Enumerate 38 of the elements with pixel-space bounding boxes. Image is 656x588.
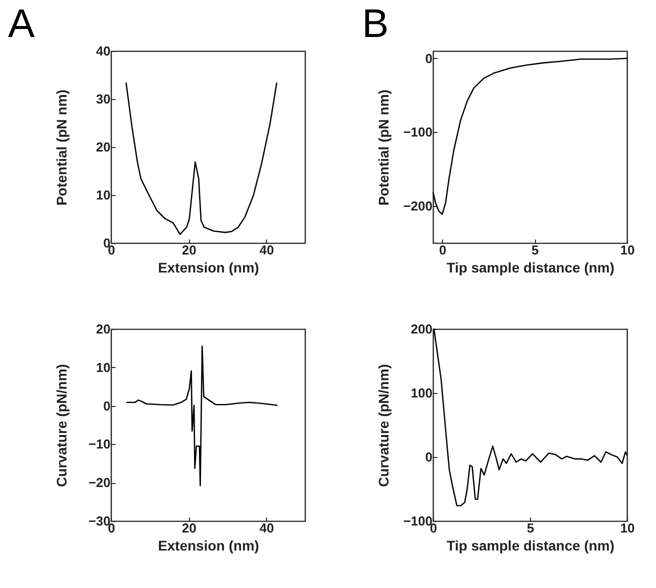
- y-tick-label: −100: [403, 124, 432, 140]
- x-tick-label: 20: [182, 242, 196, 258]
- y-tick-label: 10: [96, 360, 110, 375]
- y-tick-label: 100: [410, 386, 432, 400]
- y-tick-label: 200: [410, 322, 432, 336]
- y-tick-label: 20: [96, 322, 110, 336]
- line-series: [125, 82, 278, 236]
- y-tick-label: 40: [96, 44, 110, 58]
- line-series: [126, 346, 278, 486]
- y-tick-label: −10: [88, 436, 110, 452]
- x-tick-label: 0: [439, 242, 446, 258]
- y-axis-title: Potential (pN nm): [54, 90, 70, 206]
- x-tick-label: 5: [532, 242, 539, 258]
- y-tick-label: 0: [425, 50, 432, 66]
- y-axis-title: Curvature (pN/nm): [376, 364, 392, 487]
- y-tick-label: 30: [96, 92, 110, 106]
- x-axis-title: Tip sample distance (nm): [446, 260, 614, 276]
- y-axis-title: Potential (pN nm): [376, 90, 392, 206]
- x-tick-label: 40: [259, 520, 274, 536]
- y-axis-title: Curvature (pN/nm): [54, 364, 70, 487]
- x-tick-label: 40: [259, 242, 274, 258]
- line-series: [433, 328, 628, 506]
- x-tick-label: 10: [620, 242, 635, 258]
- y-tick-label: 0: [103, 398, 110, 414]
- x-axis-title: Extension (nm): [158, 538, 260, 554]
- x-tick-label: 5: [526, 520, 534, 536]
- x-axis-title: Tip sample distance (nm): [446, 538, 614, 554]
- y-tick-label: 10: [96, 188, 110, 202]
- chart-title: A: [8, 2, 35, 46]
- y-tick-label: 0: [425, 450, 432, 464]
- y-tick-label: 20: [96, 140, 110, 154]
- x-tick-label: 20: [182, 520, 196, 536]
- chart-title: B: [362, 2, 389, 46]
- x-tick-label: 10: [620, 520, 635, 536]
- y-tick-label: −200: [403, 198, 432, 214]
- line-series: [432, 58, 628, 215]
- x-axis-title: Extension (nm): [158, 260, 260, 276]
- y-tick-label: −20: [88, 475, 110, 490]
